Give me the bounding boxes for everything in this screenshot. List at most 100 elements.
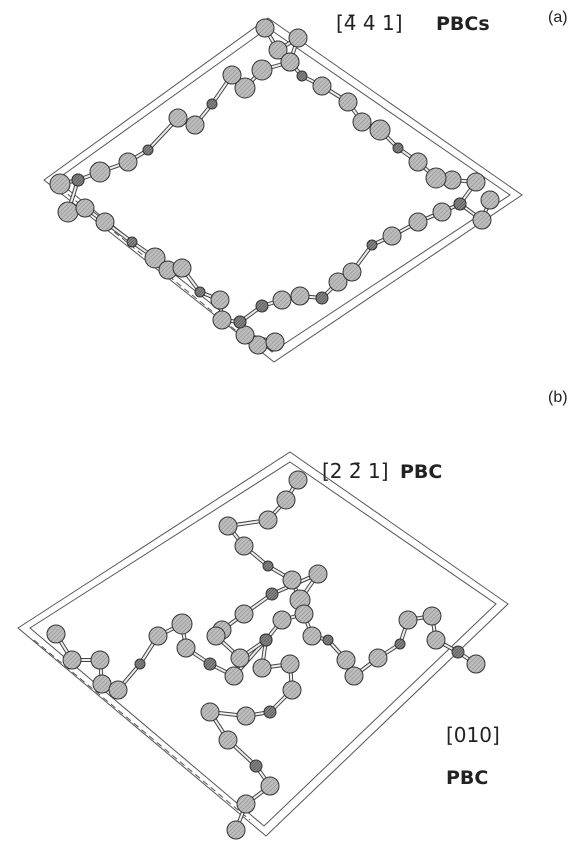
atom	[58, 202, 78, 222]
atom	[207, 99, 217, 109]
atom	[119, 153, 137, 171]
atom	[337, 651, 355, 669]
atom	[266, 333, 284, 351]
panel-label: (b)	[548, 389, 568, 406]
molecular-chains	[47, 19, 499, 839]
atom	[135, 659, 145, 669]
atom	[236, 326, 254, 344]
atom	[297, 71, 307, 81]
atom	[339, 93, 357, 111]
atom	[426, 168, 446, 188]
atom	[343, 263, 361, 281]
atom	[219, 517, 237, 535]
atom	[427, 631, 445, 649]
atom	[260, 634, 272, 646]
atom	[211, 291, 229, 309]
atom	[231, 649, 249, 667]
direction-label: [2 2̄ 1]	[322, 459, 389, 483]
atom	[261, 777, 279, 795]
atom	[467, 655, 485, 673]
atom	[256, 300, 268, 312]
atom	[207, 627, 225, 645]
atom	[264, 706, 276, 718]
atom	[316, 292, 328, 304]
atom	[237, 707, 255, 725]
atom	[50, 174, 70, 194]
atom	[454, 198, 466, 210]
atom	[173, 259, 191, 277]
atom	[63, 651, 81, 669]
atom	[395, 639, 405, 649]
cell-box-a	[44, 18, 522, 362]
panel-label: (a)	[548, 9, 568, 26]
atom	[433, 203, 451, 221]
atom	[213, 311, 231, 329]
atom	[96, 213, 114, 231]
atom	[452, 646, 464, 658]
atom	[273, 611, 291, 629]
atom	[409, 153, 427, 171]
atom	[225, 667, 243, 685]
atom	[277, 491, 295, 509]
atom	[127, 237, 137, 247]
atom	[219, 731, 237, 749]
atom	[289, 29, 307, 47]
atom	[423, 607, 441, 625]
atom	[309, 565, 327, 583]
atom	[250, 760, 262, 772]
atom	[201, 703, 219, 721]
atom	[72, 174, 84, 186]
atom	[281, 53, 299, 71]
pbc-label: PBC	[400, 461, 442, 483]
atom	[109, 681, 127, 699]
atom	[204, 658, 216, 670]
atom	[266, 588, 278, 600]
atom	[235, 605, 253, 623]
atom	[90, 162, 110, 182]
atom	[295, 605, 313, 623]
atom	[289, 471, 307, 489]
atom	[291, 287, 309, 305]
atom	[473, 211, 491, 229]
atom	[259, 511, 277, 529]
atom	[234, 316, 246, 328]
atom	[93, 675, 111, 693]
atom	[256, 19, 274, 37]
atom	[143, 145, 153, 155]
direction-label: [010]	[446, 723, 500, 747]
atom	[345, 667, 363, 685]
atom	[149, 627, 167, 645]
atom	[76, 199, 94, 217]
atom	[393, 143, 403, 153]
atom	[186, 116, 204, 134]
atom	[303, 627, 321, 645]
atom	[273, 291, 291, 309]
atom	[91, 651, 109, 669]
figure: (a) [4̄ 4 1] PBCs (b) [2 2̄ 1] PBC [010]…	[0, 0, 584, 850]
atom	[223, 66, 241, 84]
atom	[253, 659, 271, 677]
atom	[237, 795, 255, 813]
direction-label: [4̄ 4 1]	[336, 11, 403, 35]
atom	[369, 649, 387, 667]
atom	[235, 537, 253, 555]
atom	[367, 240, 377, 250]
atom	[227, 821, 245, 839]
atom	[481, 191, 499, 209]
pbc-label: PBCs	[436, 13, 490, 35]
atom	[467, 173, 485, 191]
atom	[383, 227, 401, 245]
atom	[283, 571, 301, 589]
atom	[313, 77, 331, 95]
atom	[353, 113, 371, 131]
atom	[252, 60, 272, 80]
atom	[283, 681, 301, 699]
atom	[263, 561, 273, 571]
atom	[370, 120, 390, 140]
atom	[281, 655, 299, 673]
atom	[172, 614, 192, 634]
atom	[323, 635, 333, 645]
atom	[47, 625, 65, 643]
atom	[409, 213, 427, 231]
pbc-label: PBC	[446, 767, 488, 789]
